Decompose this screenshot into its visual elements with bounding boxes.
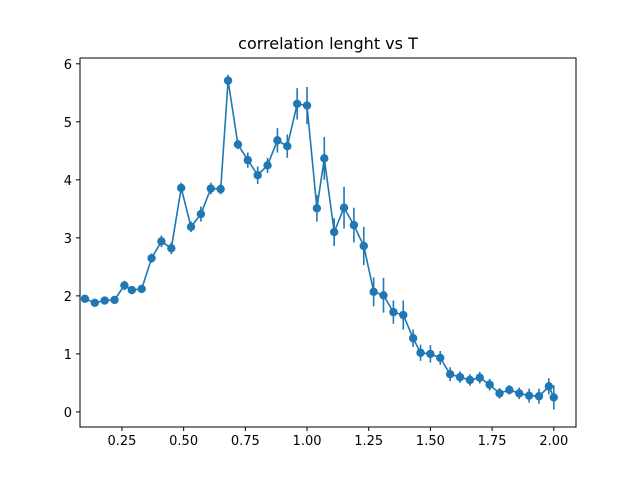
x-tick-label: 0.75 xyxy=(231,434,260,449)
chart-title: correlation lenght vs T xyxy=(238,34,418,53)
plot-area xyxy=(80,74,558,410)
data-point xyxy=(253,170,262,180)
data-point xyxy=(90,298,100,308)
y-tick-label: 1 xyxy=(64,348,72,363)
y-tick-label: 4 xyxy=(64,174,72,189)
data-point xyxy=(465,375,475,385)
data-point xyxy=(329,227,339,237)
x-tick-label: 1.25 xyxy=(354,434,383,449)
data-point xyxy=(445,370,455,379)
x-tick-label: 0.25 xyxy=(107,434,136,449)
data-point xyxy=(137,284,146,294)
data-point xyxy=(80,294,90,303)
data-point xyxy=(273,136,282,145)
data-point xyxy=(369,287,378,297)
data-point xyxy=(339,203,349,212)
data-point xyxy=(544,382,554,391)
data-point xyxy=(495,389,504,398)
data-point xyxy=(399,310,408,320)
data-point xyxy=(302,101,312,110)
x-tick-label: 0.50 xyxy=(169,434,198,449)
data-point xyxy=(349,220,359,230)
data-point xyxy=(167,244,176,253)
x-tick-label: 1.75 xyxy=(478,434,507,449)
data-point xyxy=(312,204,322,213)
data-point xyxy=(320,154,329,163)
data-point xyxy=(147,253,156,263)
y-tick-label: 6 xyxy=(64,58,72,73)
data-point xyxy=(426,349,435,359)
data-point xyxy=(455,372,465,382)
data-point xyxy=(243,155,253,165)
data-point xyxy=(436,353,445,363)
y-axis: 0 1 2 3 4 5 6 xyxy=(64,58,80,421)
x-tick-label: 1.00 xyxy=(293,434,322,449)
x-tick-label: 1.50 xyxy=(416,434,445,449)
data-point xyxy=(416,348,425,357)
data-point xyxy=(233,140,243,149)
data-point xyxy=(515,389,524,398)
x-tick-label: 2.00 xyxy=(539,434,568,449)
data-point xyxy=(176,183,186,193)
data-point xyxy=(534,392,544,401)
data-point xyxy=(127,285,137,295)
data-point xyxy=(157,237,166,246)
y-tick-label: 3 xyxy=(64,232,72,247)
data-point xyxy=(206,184,215,193)
data-point xyxy=(186,222,196,232)
data-point xyxy=(359,241,368,251)
data-point xyxy=(389,307,398,317)
data-point xyxy=(216,184,225,194)
data-point xyxy=(196,209,206,219)
data-point xyxy=(283,141,292,151)
data-point xyxy=(100,296,109,305)
data-point xyxy=(110,295,119,305)
data-point xyxy=(475,373,484,382)
data-point xyxy=(263,161,272,170)
data-point xyxy=(379,291,388,300)
data-point xyxy=(223,76,233,85)
data-point xyxy=(505,385,514,395)
data-point xyxy=(549,393,558,402)
y-tick-label: 2 xyxy=(64,290,72,305)
data-point xyxy=(292,99,302,109)
data-point xyxy=(485,380,494,389)
data-point xyxy=(408,334,418,343)
y-tick-label: 0 xyxy=(64,406,72,421)
y-tick-label: 5 xyxy=(64,116,72,131)
data-point xyxy=(524,391,534,400)
data-point xyxy=(120,281,129,290)
axes-frame xyxy=(79,57,577,428)
x-axis: 0.25 0.50 0.75 1.00 1.25 1.50 1.75 2.00 xyxy=(107,427,568,449)
